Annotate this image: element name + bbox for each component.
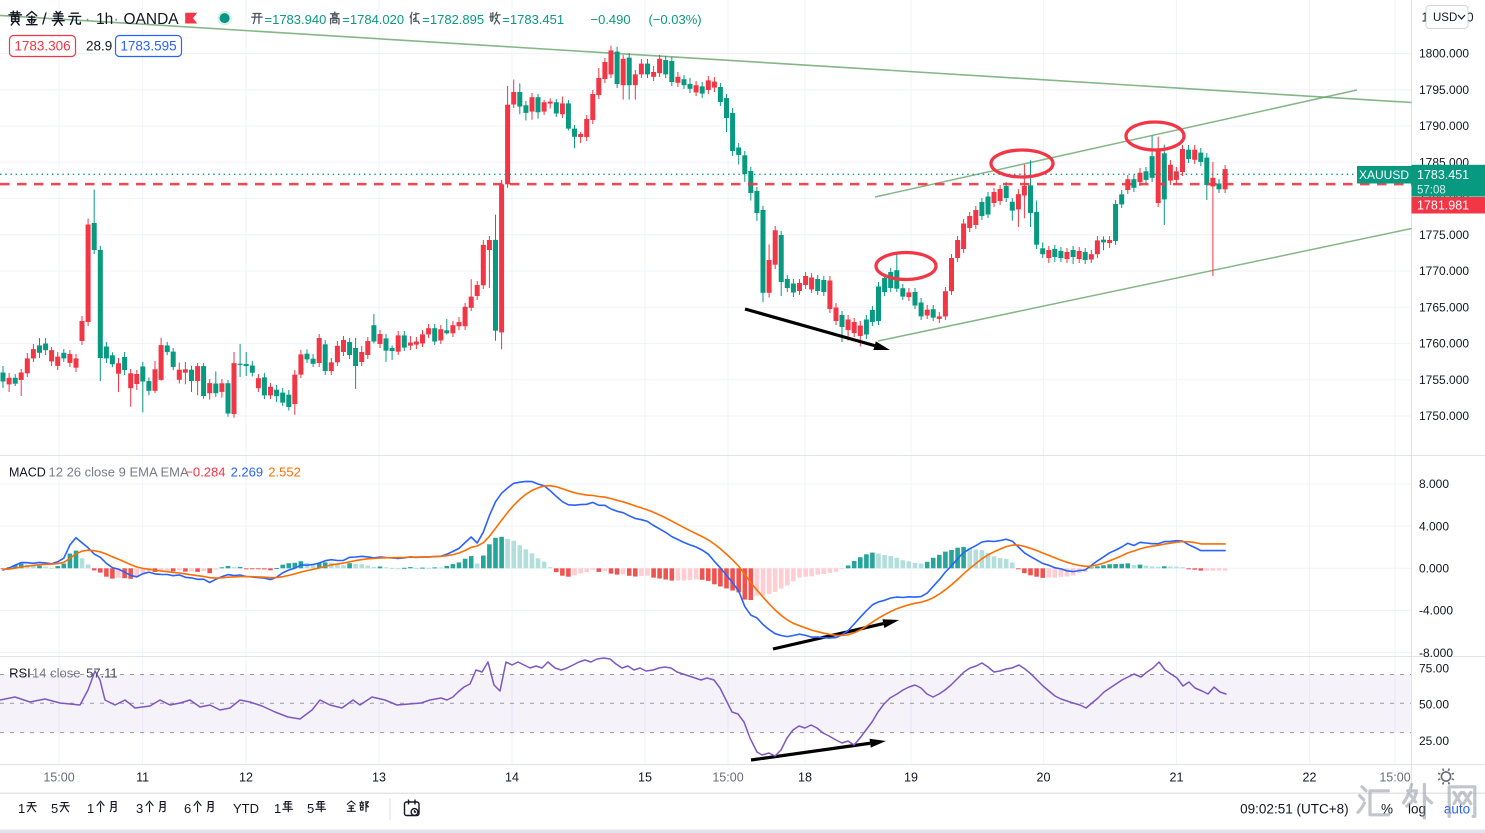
- svg-text:13: 13: [372, 771, 386, 785]
- svg-text:OANDA: OANDA: [124, 11, 180, 28]
- svg-text:0.000: 0.000: [1419, 562, 1449, 576]
- svg-text:12 26 close 9 EMA EMA: 12 26 close 9 EMA EMA: [49, 465, 190, 480]
- svg-text:50.00: 50.00: [1419, 698, 1449, 712]
- svg-text:57:08: 57:08: [1417, 185, 1446, 197]
- svg-text:1790.000: 1790.000: [1419, 119, 1469, 133]
- svg-text:8.000: 8.000: [1419, 477, 1449, 491]
- svg-text:XAUUSD: XAUUSD: [1359, 168, 1409, 182]
- svg-text:-4.000: -4.000: [1419, 604, 1453, 618]
- svg-text:USD: USD: [1433, 12, 1457, 24]
- svg-text:1783.306: 1783.306: [14, 39, 70, 54]
- svg-text:09:02:51 (UTC+8): 09:02:51 (UTC+8): [1240, 802, 1348, 817]
- svg-text:−0.284: −0.284: [185, 465, 225, 480]
- svg-text:6: 6: [184, 801, 191, 816]
- svg-text:1750.000: 1750.000: [1419, 409, 1469, 423]
- svg-text:57.11: 57.11: [86, 666, 118, 681]
- svg-text:−0.490: −0.490: [591, 12, 631, 27]
- svg-text:MACD: MACD: [9, 466, 46, 480]
- svg-text:1765.000: 1765.000: [1419, 300, 1469, 314]
- svg-text:1755.000: 1755.000: [1419, 373, 1469, 387]
- svg-text:21: 21: [1170, 771, 1184, 785]
- svg-text:1: 1: [87, 801, 94, 816]
- svg-text:20: 20: [1037, 771, 1051, 785]
- svg-text:1800.000: 1800.000: [1419, 47, 1469, 61]
- svg-text:2.552: 2.552: [268, 465, 301, 480]
- svg-text:·: ·: [85, 11, 90, 28]
- svg-text:4.000: 4.000: [1419, 519, 1449, 533]
- svg-text:75.00: 75.00: [1419, 662, 1449, 676]
- svg-text:22: 22: [1303, 771, 1317, 785]
- svg-text:15:00: 15:00: [712, 771, 743, 785]
- svg-text:18: 18: [798, 771, 812, 785]
- svg-text:1h: 1h: [96, 11, 113, 28]
- svg-text:=1784.020: =1784.020: [342, 12, 404, 27]
- svg-text:=1782.895: =1782.895: [422, 12, 484, 27]
- svg-text:25.00: 25.00: [1419, 734, 1449, 748]
- svg-text:15:00: 15:00: [1379, 771, 1410, 785]
- svg-text:28.9: 28.9: [86, 39, 112, 54]
- svg-text:=1783.451: =1783.451: [502, 12, 564, 27]
- svg-text:1770.000: 1770.000: [1419, 264, 1469, 278]
- svg-text:1760.000: 1760.000: [1419, 337, 1469, 351]
- svg-text:15:00: 15:00: [43, 771, 74, 785]
- svg-text:·: ·: [114, 11, 119, 28]
- svg-text:log: log: [1408, 802, 1426, 817]
- svg-text:1783.595: 1783.595: [120, 39, 176, 54]
- svg-text:12: 12: [239, 771, 253, 785]
- svg-text:2.269: 2.269: [231, 465, 264, 480]
- svg-text:14: 14: [505, 771, 519, 785]
- svg-text:YTD: YTD: [233, 801, 259, 816]
- svg-text:1783.451: 1783.451: [1417, 168, 1469, 182]
- svg-text:5: 5: [51, 801, 58, 816]
- svg-text:1775.000: 1775.000: [1419, 228, 1469, 242]
- svg-text:15: 15: [638, 771, 652, 785]
- svg-text:1795.000: 1795.000: [1419, 83, 1469, 97]
- svg-text:-8.000: -8.000: [1419, 646, 1453, 660]
- svg-text:%: %: [1381, 802, 1393, 817]
- svg-text:=1783.940: =1783.940: [265, 12, 327, 27]
- svg-text:/: /: [42, 10, 47, 29]
- svg-text:1: 1: [18, 801, 25, 816]
- svg-text:3: 3: [136, 801, 143, 816]
- svg-text:(−0.03%): (−0.03%): [649, 12, 702, 27]
- svg-text:14 close: 14 close: [32, 666, 80, 681]
- svg-text:11: 11: [136, 771, 149, 785]
- svg-text:RSI: RSI: [9, 666, 31, 681]
- svg-text:1: 1: [274, 801, 281, 816]
- svg-text:5: 5: [307, 801, 314, 816]
- svg-text:1781.981: 1781.981: [1417, 199, 1469, 213]
- svg-text:19: 19: [904, 771, 918, 785]
